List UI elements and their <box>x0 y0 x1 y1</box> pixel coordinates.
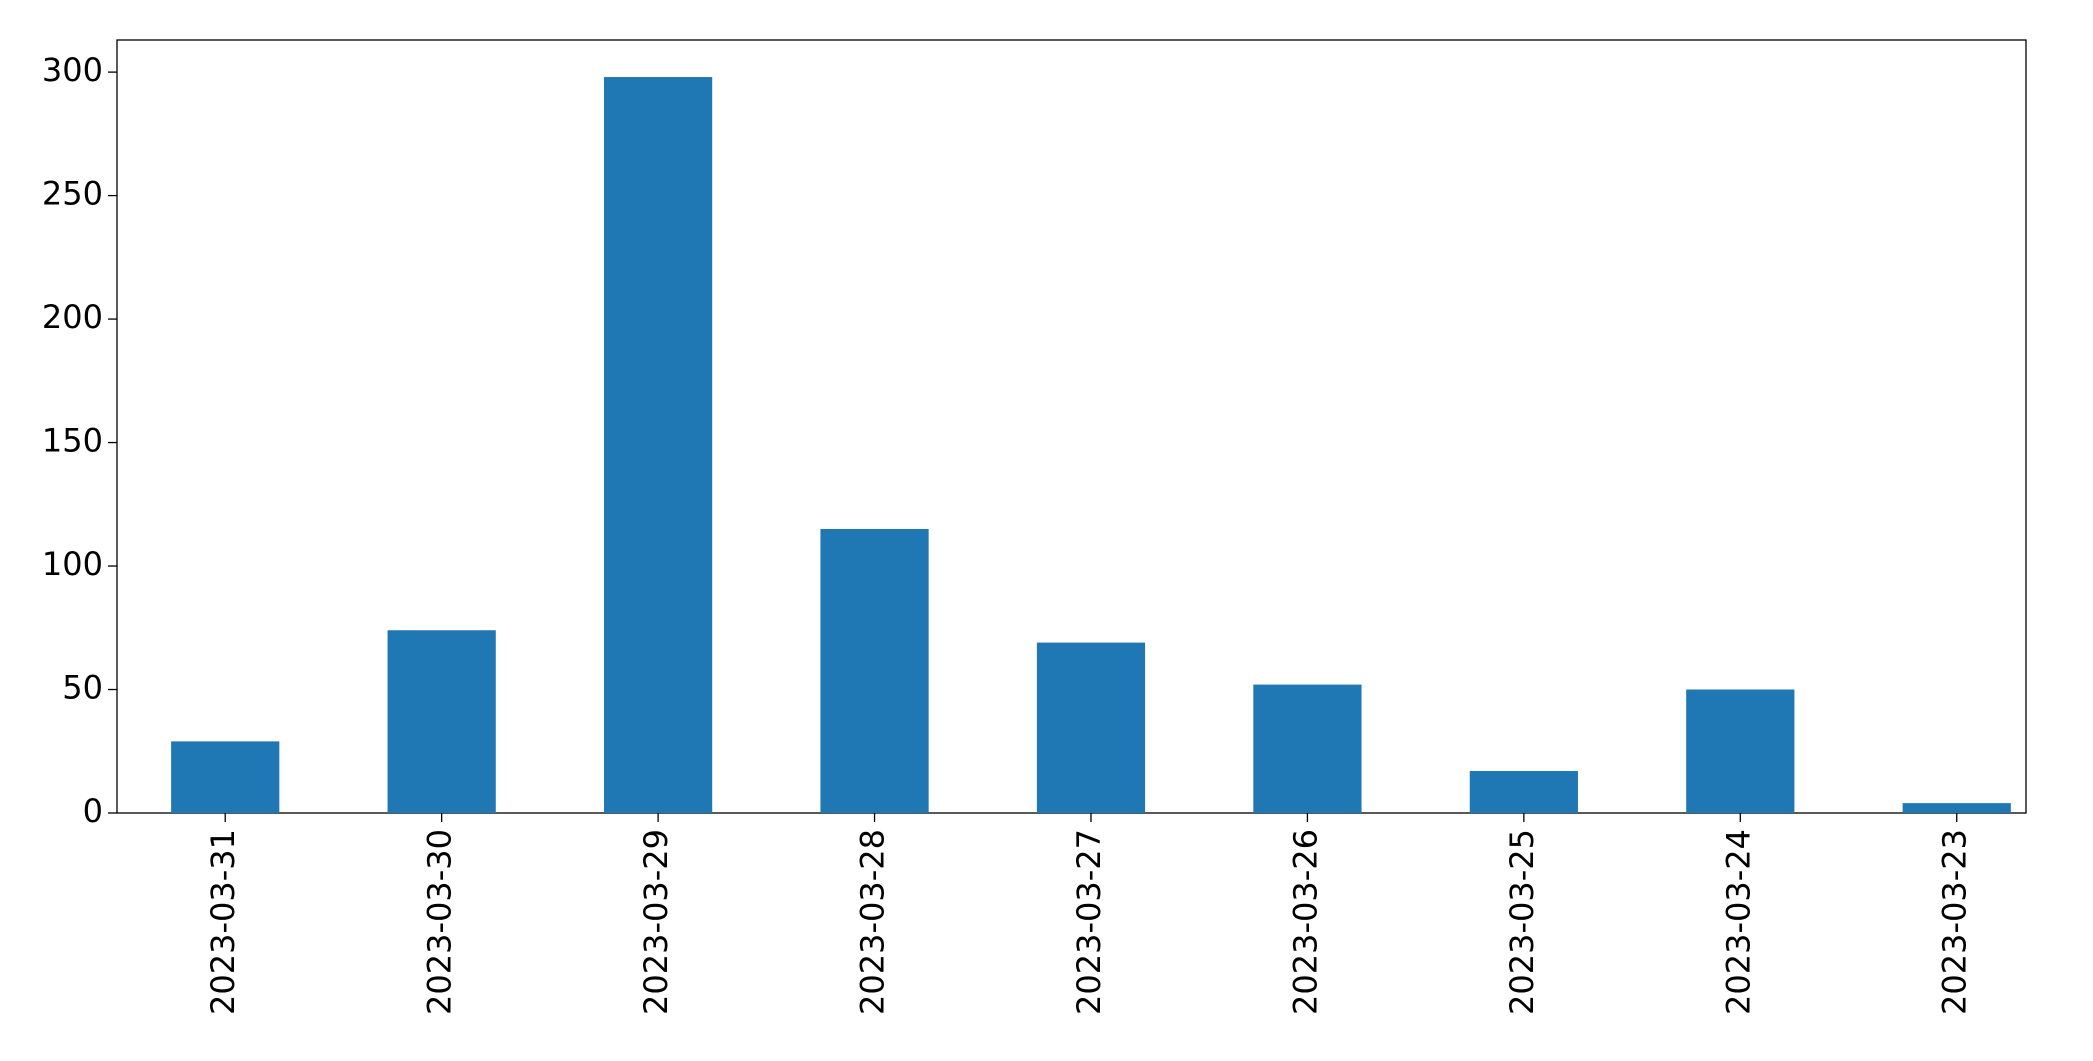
x-tick-label: 2023-03-23 <box>1936 829 1974 1015</box>
bar <box>387 630 496 813</box>
x-tick-label: 2023-03-25 <box>1503 829 1541 1015</box>
bar <box>1253 684 1362 813</box>
y-tick-label: 150 <box>42 422 103 460</box>
bar <box>1469 771 1578 813</box>
x-tick-label: 2023-03-28 <box>854 829 892 1015</box>
x-tick-label: 2023-03-27 <box>1070 829 1108 1015</box>
y-tick-label: 100 <box>42 545 103 583</box>
bar <box>1902 803 2011 813</box>
y-tick-label: 200 <box>42 298 103 336</box>
bar <box>171 741 280 813</box>
x-tick-label: 2023-03-30 <box>421 829 459 1015</box>
y-tick-label: 50 <box>62 669 103 707</box>
x-tick-label: 2023-03-31 <box>204 829 242 1015</box>
x-tick-label: 2023-03-29 <box>637 829 675 1015</box>
x-tick-label: 2023-03-24 <box>1719 829 1757 1015</box>
y-tick-label: 250 <box>42 175 103 213</box>
x-tick-label: 2023-03-26 <box>1286 829 1324 1015</box>
y-tick-label: 300 <box>42 51 103 89</box>
bar <box>1686 689 1795 813</box>
bar <box>1036 642 1146 813</box>
bar <box>603 77 713 813</box>
bar <box>820 528 929 813</box>
y-tick-label: 0 <box>83 792 103 830</box>
